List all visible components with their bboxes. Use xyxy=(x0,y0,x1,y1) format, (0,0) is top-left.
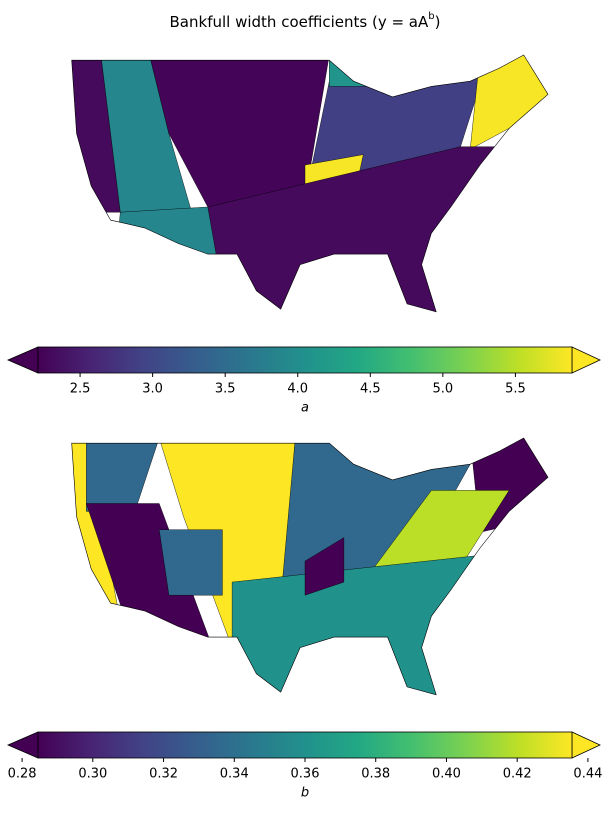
region xyxy=(329,55,374,87)
map-outline xyxy=(71,54,549,313)
region xyxy=(100,55,194,218)
tick-label: 3.5 xyxy=(215,382,236,397)
title-text: Bankfull width coefficients (y = aA xyxy=(170,13,429,31)
tick-label: 2.5 xyxy=(70,382,91,397)
tick-label: 5.5 xyxy=(505,382,526,397)
tick-label: 4.5 xyxy=(360,382,381,397)
tick-label: 0.28 xyxy=(8,767,37,782)
tick-label: 0.30 xyxy=(78,767,107,782)
map-outline xyxy=(71,437,549,696)
region xyxy=(158,529,223,596)
title-superscript: b xyxy=(428,11,434,22)
region xyxy=(86,438,160,512)
tick-label: 0.44 xyxy=(573,767,602,782)
map xyxy=(71,55,548,312)
tick-label: 0.38 xyxy=(361,767,390,782)
colorbar xyxy=(37,731,573,759)
tick-label: 5.0 xyxy=(433,382,454,397)
colorbar-extend-max xyxy=(571,731,601,759)
colorbar-label: b xyxy=(301,786,309,801)
colorbar-extend-max xyxy=(571,346,601,374)
tick-label: 3.0 xyxy=(142,382,163,397)
figure-title: Bankfull width coefficients (y = aAb) xyxy=(170,11,441,31)
colorbar-label: a xyxy=(301,401,309,416)
tick-label: 0.40 xyxy=(432,767,461,782)
colorbar-extend-min xyxy=(6,731,39,759)
tick-label: 0.42 xyxy=(503,767,532,782)
title-end: ) xyxy=(435,13,441,31)
colorbar xyxy=(37,346,573,374)
region xyxy=(469,55,548,150)
colorbar-extend-min xyxy=(6,346,39,374)
region xyxy=(110,206,228,312)
tick-label: 0.32 xyxy=(149,767,178,782)
region xyxy=(304,537,345,596)
tick-label: 4.0 xyxy=(287,382,308,397)
map xyxy=(71,438,548,695)
tick-label: 0.34 xyxy=(220,767,249,782)
tick-label: 0.36 xyxy=(291,767,320,782)
